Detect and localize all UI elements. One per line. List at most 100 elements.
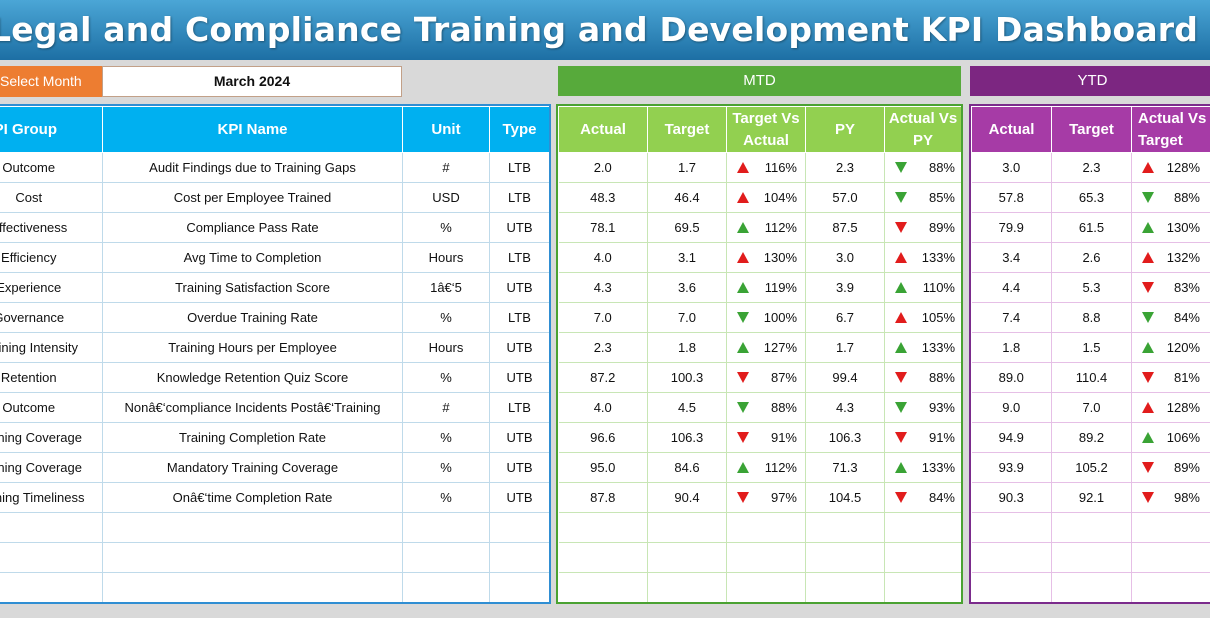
triangle-up-icon — [1142, 341, 1154, 353]
ytd-actual-cell: 93.9 — [971, 452, 1052, 483]
ytd-actual-vs-target-cell-value: 120% — [1132, 340, 1210, 355]
empty-cell — [489, 542, 549, 573]
mtd-actual-vs-py-cell-value: 89% — [885, 220, 961, 235]
col-header-ytd-actual: Actual — [971, 106, 1052, 153]
ytd-actual-vs-target-cell-text: 84% — [1173, 310, 1200, 325]
empty-cell — [1131, 542, 1210, 573]
col-header-ytd-target: Target — [1051, 106, 1132, 153]
empty-cell — [971, 572, 1052, 602]
triangle-up-icon — [737, 191, 749, 203]
mtd-target-vs-actual-cell-text: 87% — [770, 370, 797, 385]
mtd-actual-cell: 2.3 — [558, 332, 648, 363]
empty-cell — [1051, 572, 1132, 602]
ytd-actual-cell: 1.8 — [971, 332, 1052, 363]
ytd-table-row: 90.3 92.1 98% — [971, 482, 1210, 513]
empty-cell — [971, 542, 1052, 573]
ytd-actual-vs-target-cell-value: 98% — [1132, 490, 1210, 505]
ytd-section-header: YTD — [970, 66, 1210, 96]
triangle-up-icon — [737, 341, 749, 353]
empty-cell — [102, 542, 403, 573]
mtd-py-cell: 57.0 — [805, 182, 885, 213]
ytd-target-cell: 61.5 — [1051, 212, 1132, 243]
kpi-table: KPI Group KPI Name Unit Type OutcomeAudi… — [0, 106, 549, 602]
mtd-target-vs-actual-cell-value: 88% — [727, 400, 805, 415]
mtd-target-cell: 4.5 — [647, 392, 727, 423]
ytd-actual-vs-target-cell-text: 83% — [1173, 280, 1200, 295]
ytd-actual-vs-target-cell-text: 106% — [1166, 430, 1200, 445]
ytd-table-panel: Actual Target Actual Vs Target 3.0 2.3 128… — [969, 104, 1210, 604]
select-month-dropdown[interactable]: March 2024 — [102, 66, 402, 97]
mtd-target-vs-actual-cell-value: 119% — [727, 280, 805, 295]
mtd-target-vs-actual-cell: 87% — [726, 362, 806, 393]
ytd-actual-vs-target-cell-text: 128% — [1166, 160, 1200, 175]
mtd-actual-vs-py-cell-value: 93% — [885, 400, 961, 415]
ytd-actual-vs-target-cell-text: 81% — [1173, 370, 1200, 385]
mtd-target-cell: 7.0 — [647, 302, 727, 333]
ytd-target-cell: 5.3 — [1051, 272, 1132, 303]
mtd-target-vs-actual-cell-value: 116% — [727, 160, 805, 175]
empty-cell — [402, 542, 490, 573]
empty-cell — [647, 572, 727, 602]
mtd-table-row — [558, 512, 961, 543]
kpi-type-cell: LTB — [489, 392, 549, 423]
mtd-actual-vs-py-cell-value: 133% — [885, 250, 961, 265]
kpi-name-cell: Mandatory Training Coverage — [102, 452, 403, 483]
triangle-down-icon — [1142, 281, 1154, 293]
kpi-type-cell: UTB — [489, 452, 549, 483]
ytd-actual-vs-target-cell-value: 130% — [1132, 220, 1210, 235]
mtd-actual-vs-py-cell-text: 88% — [928, 160, 955, 175]
ytd-actual-vs-target-cell-value: 106% — [1132, 430, 1210, 445]
kpi-table-row: Experience Training Satisfaction Score 1â€… — [0, 272, 549, 303]
mtd-actual-vs-py-cell-value: 105% — [885, 310, 961, 325]
empty-cell — [489, 512, 549, 543]
empty-cell — [102, 512, 403, 543]
triangle-up-icon — [1142, 221, 1154, 233]
mtd-actual-vs-py-cell-text: 91% — [928, 430, 955, 445]
triangle-up-icon — [895, 281, 907, 293]
ytd-actual-vs-target-cell: 128% — [1131, 392, 1210, 423]
col-header-unit: Unit — [402, 106, 490, 153]
kpi-table-row: Cost Cost per Employee Trained USD LTB — [0, 182, 549, 213]
select-month-label: Select Month — [0, 66, 102, 97]
ytd-table-row: 3.4 2.6 132% — [971, 242, 1210, 273]
ytd-actual-vs-target-cell: 130% — [1131, 212, 1210, 243]
mtd-target-vs-actual-cell-value: 104% — [727, 190, 805, 205]
empty-cell — [558, 572, 648, 602]
mtd-target-cell: 84.6 — [647, 452, 727, 483]
kpi-unit-cell: # — [402, 152, 490, 183]
mtd-actual-vs-py-cell: 105% — [884, 302, 961, 333]
triangle-down-icon — [895, 431, 907, 443]
ytd-table-row: 4.4 5.3 83% — [971, 272, 1210, 303]
mtd-actual-vs-py-cell-text: 110% — [922, 280, 955, 295]
triangle-up-icon — [895, 251, 907, 263]
mtd-py-cell: 3.0 — [805, 242, 885, 273]
ytd-actual-vs-target-cell: 81% — [1131, 362, 1210, 393]
col-header-mtd-actual: Actual — [558, 106, 648, 153]
ytd-actual-vs-target-cell: 128% — [1131, 152, 1210, 183]
triangle-down-icon — [737, 491, 749, 503]
col-header-mtd-actual-vs-py: Actual Vs PY — [884, 106, 961, 153]
mtd-py-cell: 1.7 — [805, 332, 885, 363]
mtd-actual-vs-py-cell-text: 133% — [921, 340, 955, 355]
mtd-target-vs-actual-cell-text: 112% — [764, 460, 797, 475]
mtd-actual-vs-py-cell-text: 93% — [928, 400, 955, 415]
mtd-section-header: MTD — [558, 66, 961, 96]
mtd-actual-vs-py-cell: 84% — [884, 482, 961, 513]
mtd-actual-vs-py-cell-text: 89% — [928, 220, 955, 235]
ytd-actual-cell: 3.4 — [971, 242, 1052, 273]
triangle-down-icon — [895, 401, 907, 413]
triangle-up-icon — [895, 461, 907, 473]
ytd-table-row — [971, 542, 1210, 573]
col-header-mtd-target: Target — [647, 106, 727, 153]
ytd-target-cell: 1.5 — [1051, 332, 1132, 363]
ytd-actual-vs-target-cell-text: 120% — [1166, 340, 1200, 355]
kpi-group-cell: Experience — [0, 272, 103, 303]
mtd-target-vs-actual-cell-text: 119% — [764, 280, 797, 295]
kpi-type-cell: UTB — [489, 482, 549, 513]
ytd-table-row: 1.8 1.5 120% — [971, 332, 1210, 363]
ytd-actual-vs-target-cell: 132% — [1131, 242, 1210, 273]
mtd-target-cell: 3.6 — [647, 272, 727, 303]
kpi-type-cell: UTB — [489, 272, 549, 303]
kpi-group-cell: Outcome — [0, 392, 103, 423]
